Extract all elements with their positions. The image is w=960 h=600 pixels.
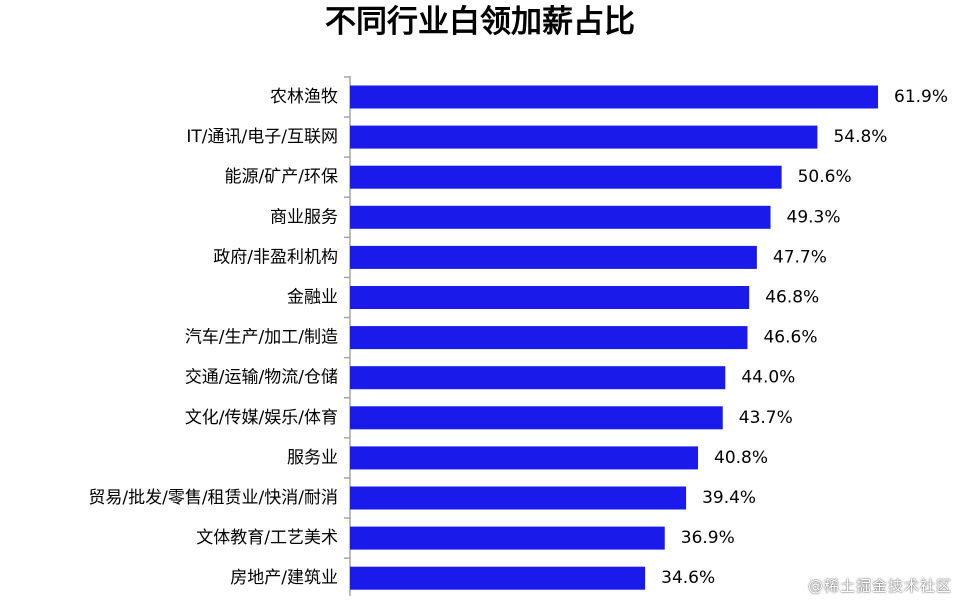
category-label: 交通/运输/物流/仓储 [185, 368, 338, 388]
category-label: 汽车/生产/加工/制造 [185, 328, 338, 348]
category-label: 能源/矿产/环保 [225, 167, 338, 187]
bar [350, 245, 757, 269]
category-label: 贸易/批发/零售/租赁业/快消/耐消 [88, 488, 338, 508]
category-label: 服务业 [287, 448, 338, 468]
bar [350, 286, 750, 309]
category-label: IT/通讯/电子/互联网 [186, 127, 338, 147]
data-label: 43.7% [739, 408, 793, 428]
data-label: 34.6% [661, 568, 715, 588]
data-label: 49.3% [787, 207, 841, 227]
data-label: 44.0% [741, 368, 795, 388]
data-label: 40.8% [714, 448, 768, 468]
category-label: 房地产/建筑业 [230, 568, 338, 588]
data-label: 46.6% [763, 328, 817, 348]
data-label: 61.9% [894, 87, 948, 107]
bar [350, 526, 665, 550]
bar [350, 85, 878, 109]
bar [350, 486, 687, 510]
category-label: 文体教育/工艺美术 [196, 528, 338, 548]
data-label: 54.8% [833, 127, 887, 147]
category-label: 政府/非盈利机构 [213, 247, 338, 267]
category-label: 商业服务 [270, 207, 338, 227]
bar [350, 446, 699, 470]
bar [350, 406, 723, 430]
category-label: 金融业 [287, 288, 338, 308]
category-label: 农林渔牧 [270, 87, 338, 107]
data-label: 50.6% [798, 167, 852, 187]
bar [350, 125, 818, 149]
data-label: 36.9% [681, 528, 735, 548]
data-label: 46.8% [765, 288, 819, 308]
bar [350, 326, 748, 350]
bar [350, 566, 646, 590]
data-label: 47.7% [773, 247, 827, 267]
watermark: @稀土掘金技术社区 [807, 577, 952, 595]
chart-title: 不同行业白领加薪占比 [325, 4, 635, 40]
category-label: 文化/传媒/娱乐/体育 [185, 408, 338, 428]
bar [350, 366, 726, 390]
bar [350, 165, 782, 189]
data-label: 39.4% [702, 488, 756, 508]
bar [350, 205, 771, 229]
